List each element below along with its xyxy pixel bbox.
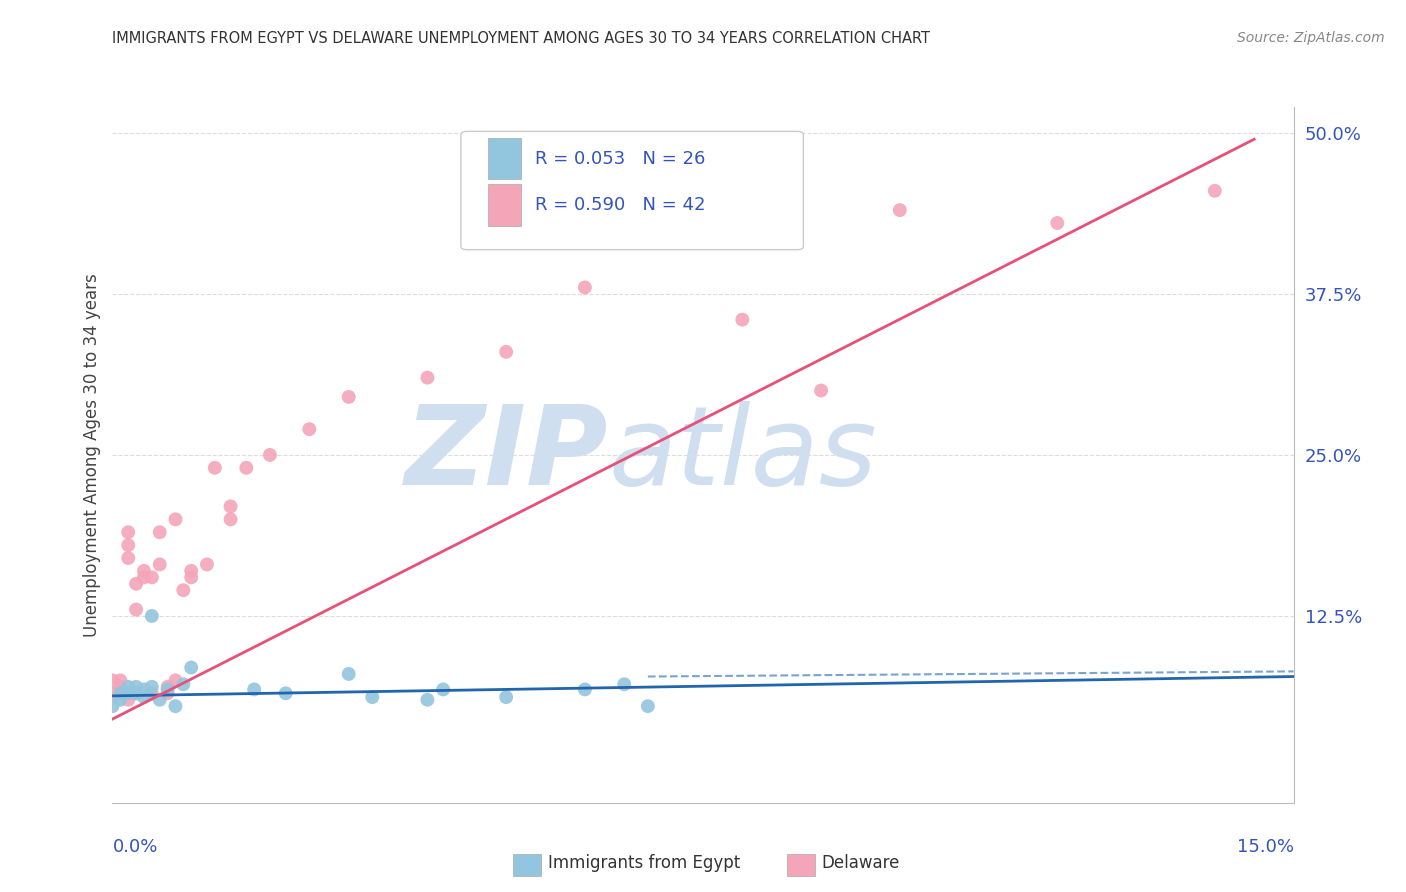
Point bbox=[156, 686, 179, 700]
Text: ZIP: ZIP bbox=[405, 401, 609, 508]
Point bbox=[235, 460, 257, 475]
Point bbox=[613, 677, 636, 691]
Text: 0.0%: 0.0% bbox=[112, 838, 157, 855]
Point bbox=[156, 680, 179, 694]
Point bbox=[117, 686, 139, 700]
Point bbox=[149, 692, 172, 706]
Point bbox=[132, 564, 155, 578]
Point bbox=[298, 422, 321, 436]
Point bbox=[110, 673, 132, 688]
Point bbox=[416, 692, 439, 706]
Point bbox=[259, 448, 281, 462]
Point bbox=[101, 673, 124, 688]
Text: IMMIGRANTS FROM EGYPT VS DELAWARE UNEMPLOYMENT AMONG AGES 30 TO 34 YEARS CORRELA: IMMIGRANTS FROM EGYPT VS DELAWARE UNEMPL… bbox=[112, 31, 931, 46]
Point bbox=[180, 564, 202, 578]
Text: Immigrants from Egypt: Immigrants from Egypt bbox=[548, 855, 741, 872]
Point bbox=[110, 686, 132, 700]
Text: Delaware: Delaware bbox=[821, 855, 900, 872]
Point bbox=[432, 682, 454, 697]
Point bbox=[132, 690, 155, 705]
FancyBboxPatch shape bbox=[461, 131, 803, 250]
Point bbox=[172, 677, 194, 691]
Point bbox=[117, 551, 139, 566]
Point bbox=[101, 686, 124, 700]
Point bbox=[141, 609, 163, 624]
Point bbox=[125, 686, 148, 700]
Point bbox=[141, 686, 163, 700]
Point bbox=[731, 312, 754, 326]
Point bbox=[219, 500, 242, 514]
Y-axis label: Unemployment Among Ages 30 to 34 years: Unemployment Among Ages 30 to 34 years bbox=[83, 273, 101, 637]
Point bbox=[125, 602, 148, 616]
Text: Source: ZipAtlas.com: Source: ZipAtlas.com bbox=[1237, 31, 1385, 45]
Point bbox=[274, 686, 297, 700]
Point bbox=[110, 692, 132, 706]
Point bbox=[204, 460, 226, 475]
Point bbox=[180, 660, 202, 674]
Point bbox=[125, 680, 148, 694]
Point bbox=[889, 203, 911, 218]
Point bbox=[117, 538, 139, 552]
Point bbox=[132, 570, 155, 584]
Point bbox=[1204, 184, 1226, 198]
Point bbox=[149, 525, 172, 540]
Text: R = 0.590   N = 42: R = 0.590 N = 42 bbox=[536, 196, 706, 214]
Point bbox=[156, 682, 179, 697]
Point bbox=[337, 667, 360, 681]
Point bbox=[149, 558, 172, 572]
Point bbox=[117, 525, 139, 540]
Point bbox=[416, 370, 439, 384]
FancyBboxPatch shape bbox=[488, 137, 522, 179]
Point bbox=[195, 558, 218, 572]
Point bbox=[495, 344, 517, 359]
Point bbox=[172, 583, 194, 598]
Point bbox=[1046, 216, 1069, 230]
Point bbox=[243, 682, 266, 697]
Point bbox=[337, 390, 360, 404]
Point bbox=[574, 682, 596, 697]
Point bbox=[361, 690, 384, 705]
Point bbox=[125, 686, 148, 700]
Point bbox=[165, 699, 187, 714]
Point bbox=[141, 570, 163, 584]
Point bbox=[110, 686, 132, 700]
Point bbox=[165, 512, 187, 526]
Point bbox=[101, 699, 124, 714]
Point bbox=[180, 570, 202, 584]
Point bbox=[141, 680, 163, 694]
Text: atlas: atlas bbox=[609, 401, 877, 508]
Point bbox=[117, 680, 139, 694]
Point bbox=[495, 690, 517, 705]
Point bbox=[117, 692, 139, 706]
FancyBboxPatch shape bbox=[488, 185, 522, 227]
Point bbox=[132, 682, 155, 697]
Point bbox=[637, 699, 659, 714]
Point bbox=[574, 280, 596, 294]
Point bbox=[219, 512, 242, 526]
Point bbox=[810, 384, 832, 398]
Point bbox=[110, 680, 132, 694]
Text: R = 0.053   N = 26: R = 0.053 N = 26 bbox=[536, 150, 706, 168]
Point bbox=[125, 576, 148, 591]
Text: 15.0%: 15.0% bbox=[1236, 838, 1294, 855]
Point bbox=[165, 673, 187, 688]
Point bbox=[652, 216, 675, 230]
